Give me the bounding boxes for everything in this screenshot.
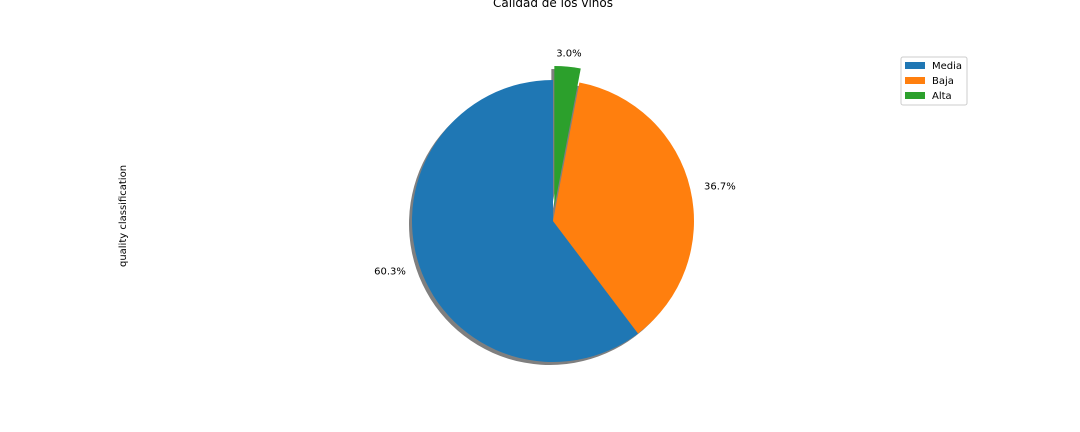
- pct-label-baja: 36.7%: [704, 182, 736, 193]
- chart-title: Calidad de los vinos: [493, 0, 613, 10]
- legend-label-media: Media: [932, 61, 962, 72]
- pie-slice-media: [411, 80, 639, 362]
- legend-label-baja: Baja: [932, 76, 954, 87]
- pct-label-alta: 3.0%: [556, 49, 581, 60]
- pct-label-media: 60.3%: [374, 266, 406, 277]
- pie-slices: [411, 65, 694, 362]
- legend-swatch-baja: [905, 77, 925, 84]
- legend-swatch-media: [905, 62, 925, 69]
- y-axis-label: quality classification: [118, 165, 129, 267]
- percentage-labels: 60.3% 36.7% 3.0%: [374, 49, 736, 278]
- legend: Media Baja Alta: [900, 56, 968, 106]
- legend-swatch-alta: [905, 92, 925, 99]
- pie-slice-alta: [554, 65, 581, 207]
- legend-label-alta: Alta: [932, 91, 952, 102]
- pie-slice-baja: [553, 82, 694, 334]
